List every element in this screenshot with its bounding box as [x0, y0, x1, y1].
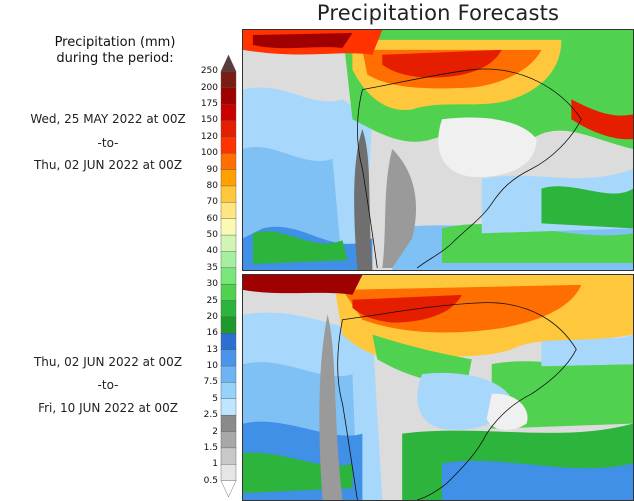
colorbar-bin	[220, 431, 237, 449]
colorbar-bin	[220, 283, 237, 302]
map-panel-1	[242, 29, 634, 271]
precip-map-2	[243, 275, 633, 500]
colorbar-bin	[220, 136, 237, 154]
colorbar-bin	[220, 316, 237, 334]
colorbar-bin	[220, 382, 237, 400]
colorbar-bin	[220, 398, 237, 416]
colorbar-tick-label: 100	[200, 148, 218, 159]
period2-separator: -to-	[97, 378, 119, 392]
colorbar-bin	[220, 87, 237, 105]
colorbar-bin	[220, 349, 237, 367]
colorbar-tick-label: 25	[206, 295, 218, 306]
colorbar-tick-label: 40	[206, 246, 218, 257]
colorbar-tick-label: 7.5	[203, 377, 218, 388]
precip-map-1	[243, 30, 633, 270]
colorbar-tick-label: 175	[200, 99, 218, 110]
colorbar-tick-label: 13	[206, 344, 218, 355]
legend-heading-line2: during the period:	[56, 51, 174, 66]
colorbar-top-triangle	[220, 54, 237, 72]
colorbar-bin	[220, 120, 237, 138]
colorbar-tick-label: 5	[212, 393, 218, 404]
period1-end: Thu, 02 JUN 2022 at 00Z	[33, 158, 183, 172]
colorbar: 0.5 1 1.5 2 2.5 5 7.5 10 13 16 20 25 30 35 40 50 60 70 80 9…	[200, 0, 242, 501]
colorbar-bin	[220, 202, 237, 220]
figure-title: Precipitation Forecasts	[316, 1, 560, 25]
period2-start: Thu, 02 JUN 2022 at 00Z	[33, 355, 183, 369]
colorbar-tick-label: 0.5	[203, 475, 218, 486]
colorbar-tick-label: 60	[206, 213, 218, 224]
colorbar-bin	[220, 464, 237, 482]
colorbar-tick-label: 250	[200, 66, 218, 77]
colorbar-bottom-triangle	[220, 480, 237, 498]
colorbar-tick-label: 50	[206, 230, 218, 241]
colorbar-tick-label: 1.5	[203, 442, 218, 453]
colorbar-bin	[220, 447, 237, 465]
period1-start: Wed, 25 MAY 2022 at 00Z	[30, 112, 186, 126]
colorbar-bin	[220, 414, 237, 433]
colorbar-tick-label: 35	[206, 262, 218, 273]
colorbar-tick-label: 2	[212, 426, 218, 437]
colorbar-tick-label: 70	[206, 197, 218, 208]
colorbar-tick-label: 30	[206, 279, 218, 290]
colorbar-bin	[220, 169, 237, 187]
colorbar-bin	[220, 300, 237, 318]
period1-separator: -to-	[97, 136, 119, 150]
colorbar-tick-label: 200	[200, 82, 218, 93]
colorbar-bin	[220, 185, 237, 203]
colorbar-bin	[220, 153, 237, 171]
colorbar-bin	[220, 71, 237, 89]
colorbar-graphic	[220, 54, 237, 498]
colorbar-tick-label: 20	[206, 311, 218, 322]
colorbar-tick-label: 16	[206, 328, 218, 339]
colorbar-tick-label: 120	[200, 131, 218, 142]
colorbar-tick-label: 80	[206, 180, 218, 191]
colorbar-bin	[220, 218, 237, 236]
period2-end: Fri, 10 JUN 2022 at 00Z	[38, 401, 178, 415]
legend-heading: Precipitation (mm) during the period:	[30, 35, 200, 67]
colorbar-bin	[220, 267, 237, 285]
colorbar-tick-label: 2.5	[203, 410, 218, 421]
colorbar-bin	[220, 234, 237, 252]
colorbar-tick-label: 10	[206, 361, 218, 372]
legend-heading-line1: Precipitation (mm)	[54, 35, 176, 50]
colorbar-bin	[220, 251, 237, 269]
colorbar-tick-label: 1	[212, 459, 218, 470]
colorbar-bin	[220, 103, 237, 121]
colorbar-tick-label: 90	[206, 164, 218, 175]
map-panel-2	[242, 274, 634, 501]
colorbar-tick-label: 150	[200, 115, 218, 126]
colorbar-bin	[220, 333, 237, 351]
colorbar-bin	[220, 365, 237, 383]
